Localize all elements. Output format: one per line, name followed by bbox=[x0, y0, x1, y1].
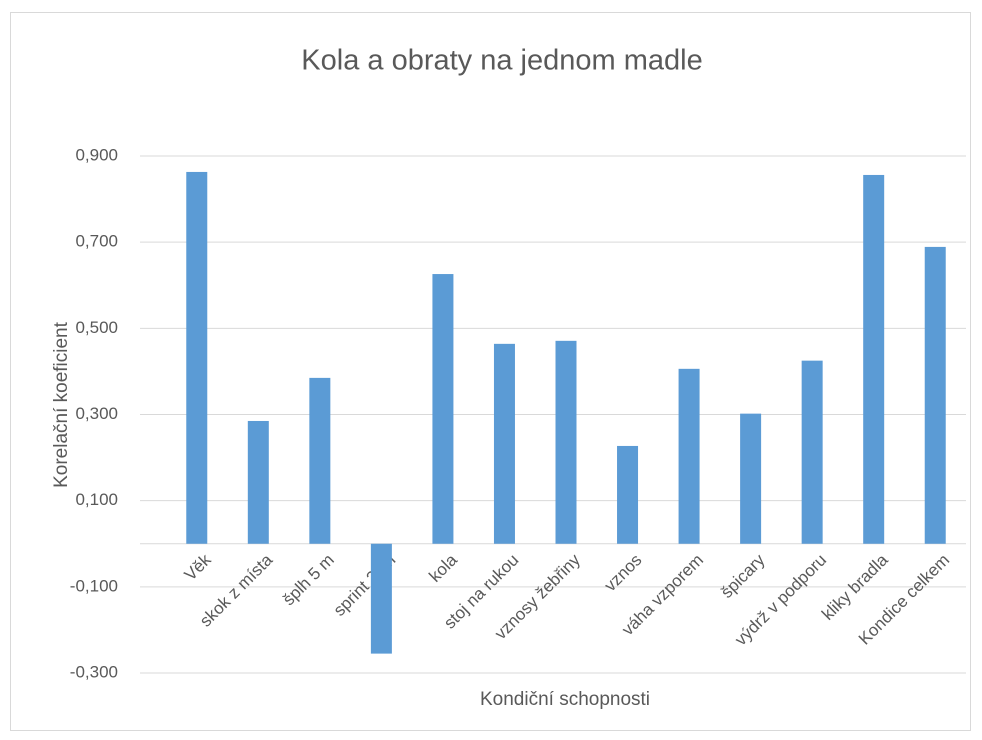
y-tick-label: -0,300 bbox=[70, 662, 118, 681]
bar bbox=[924, 246, 946, 544]
bar bbox=[186, 171, 208, 544]
bar bbox=[617, 445, 639, 544]
y-tick-label: 0,500 bbox=[75, 318, 118, 337]
y-tick-label: -0,100 bbox=[70, 576, 118, 595]
chart-frame bbox=[10, 12, 971, 731]
chart-title: Kola a obraty na jednom madle bbox=[301, 45, 702, 77]
y-axis-label: Korelační koeficient bbox=[51, 321, 72, 488]
y-tick-label: 0,700 bbox=[75, 232, 118, 251]
bar bbox=[801, 360, 823, 544]
bar bbox=[432, 274, 454, 544]
bar bbox=[740, 413, 762, 544]
bar bbox=[493, 343, 515, 544]
y-tick-label: 0,900 bbox=[75, 145, 118, 164]
bar bbox=[863, 174, 885, 544]
y-tick-label: 0,300 bbox=[75, 404, 118, 423]
bar bbox=[555, 340, 577, 544]
y-tick-label: 0,100 bbox=[75, 490, 118, 509]
bar bbox=[309, 377, 331, 544]
bar bbox=[247, 420, 269, 544]
bar bbox=[678, 368, 700, 544]
bar bbox=[370, 543, 392, 654]
x-axis-label: Kondiční schopnosti bbox=[480, 689, 650, 710]
